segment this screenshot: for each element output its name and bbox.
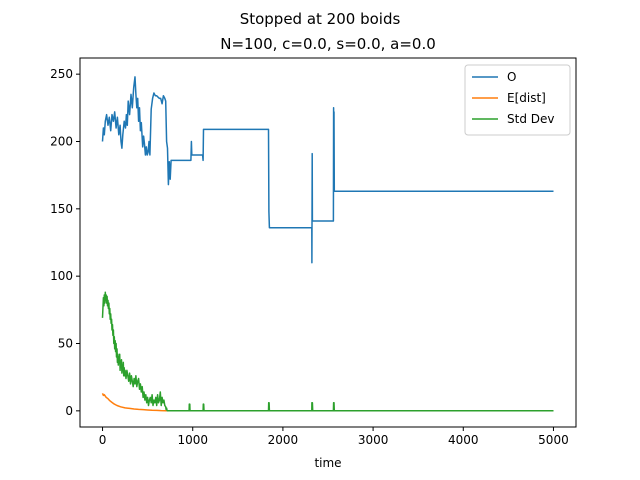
x-axis-label: time (314, 456, 341, 470)
x-tick-label: 0 (99, 433, 107, 447)
x-tick-label: 2000 (268, 433, 299, 447)
x-tick-label: 4000 (448, 433, 479, 447)
x-tick-label: 1000 (177, 433, 208, 447)
series-line-1 (101, 76, 554, 264)
figure-suptitle: Stopped at 200 boids (240, 10, 401, 28)
legend-label-3: Std Dev (507, 112, 554, 126)
legend-label-2: E[dist] (507, 91, 546, 105)
y-tick-label: 150 (50, 202, 73, 216)
legend: O E[dist] Std Dev (464, 64, 571, 136)
y-tick-label: 50 (58, 337, 73, 351)
axes-layer: 0 1000 2000 3000 4000 5000 0 50 100 150 200 250 (50, 57, 577, 447)
y-tick-label: 0 (65, 404, 73, 418)
legend-box (464, 64, 571, 136)
series-line-3 (101, 291, 554, 412)
y-tick-label: 200 (50, 134, 73, 148)
legend-label-1: O (507, 70, 516, 84)
y-tick-label: 100 (50, 269, 73, 283)
x-tick-label: 3000 (358, 433, 389, 447)
y-tick-label: 250 (50, 67, 73, 81)
series-layer (101, 76, 554, 412)
x-tick-label: 5000 (538, 433, 569, 447)
axes-frame (79, 57, 577, 428)
chart-title: N=100, c=0.0, s=0.0, a=0.0 (220, 35, 436, 53)
